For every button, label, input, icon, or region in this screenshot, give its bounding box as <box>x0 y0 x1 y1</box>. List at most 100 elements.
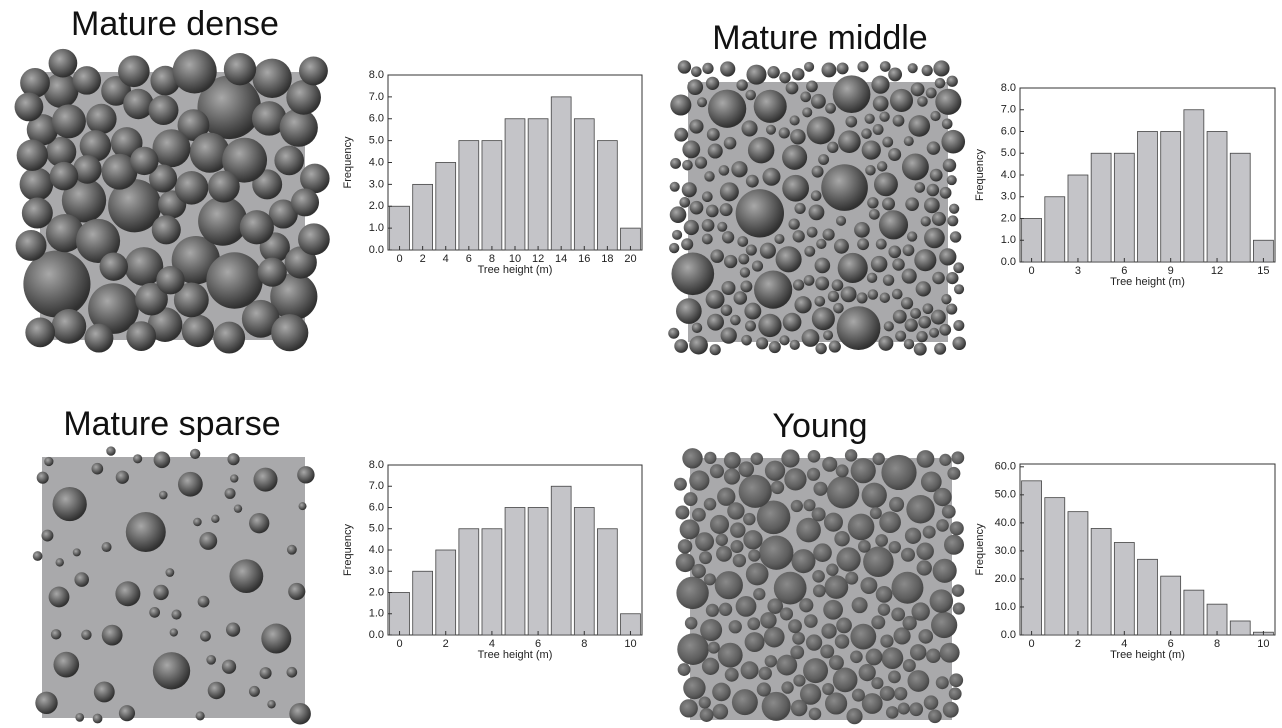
tree-crown <box>727 502 745 520</box>
bar <box>435 549 457 636</box>
tree-crown <box>932 271 945 285</box>
x-tick-label: 2 <box>420 253 426 265</box>
tree-crown <box>84 323 114 353</box>
tree-crown <box>669 181 680 192</box>
tree-crown <box>872 452 885 466</box>
bar <box>1067 174 1089 263</box>
tree-crown <box>703 573 716 586</box>
tree-crown <box>73 155 102 184</box>
bar <box>1113 152 1135 263</box>
tree-crown <box>805 634 823 651</box>
tree-crown <box>914 249 937 272</box>
x-axis-label: Tree height (m) <box>1110 276 1185 288</box>
tree-crown <box>682 140 701 159</box>
tree-crown <box>753 89 787 123</box>
tree-crown <box>761 691 791 721</box>
tree-crown <box>834 634 850 649</box>
tree-crown <box>75 218 121 263</box>
x-tick-label: 9 <box>1168 265 1174 277</box>
tree-crown <box>197 595 210 608</box>
bar <box>458 528 480 636</box>
x-axis-label: Tree height (m) <box>1110 649 1185 661</box>
tree-crown <box>152 129 191 168</box>
tree-crown <box>776 654 798 676</box>
tree-crown <box>867 197 879 209</box>
tree-crown <box>738 253 750 265</box>
tree-crown <box>931 211 946 226</box>
panel: Young 0.0 10.0 20.0 30.0 40.0 50.0 60.0 0 2 4 6 8 10 T… <box>674 407 1276 725</box>
tree-crown <box>284 246 317 279</box>
tree-crown <box>800 91 811 103</box>
tree-crown <box>949 231 962 243</box>
tree-crown <box>739 267 751 278</box>
tree-crown <box>828 340 841 353</box>
tree-crown <box>730 314 741 326</box>
tree-crown <box>115 581 141 607</box>
tree-crown <box>891 607 906 622</box>
y-tick-label: 4.0 <box>1001 169 1016 181</box>
tree-crown <box>781 681 794 694</box>
tree-crown <box>833 238 849 254</box>
tree-crown <box>832 75 871 114</box>
tree-crown <box>274 145 305 176</box>
x-tick-label: 14 <box>555 253 567 265</box>
tree-crown <box>828 655 844 671</box>
tree-crown <box>906 231 918 242</box>
tree-crown <box>723 468 741 485</box>
tree-crown <box>252 58 292 99</box>
tree-crown <box>799 683 822 705</box>
tree-crown <box>767 598 784 614</box>
tree-crown <box>918 629 934 644</box>
tree-crown <box>681 182 697 198</box>
y-tick-label: 5.0 <box>369 135 384 147</box>
y-tick-label: 60.0 <box>995 461 1016 473</box>
tree-crown <box>178 471 203 497</box>
tree-crown <box>931 611 958 639</box>
tree-crown <box>45 214 85 253</box>
tree-crown <box>799 598 814 613</box>
tree-crown <box>108 179 162 233</box>
bar <box>1021 218 1042 263</box>
tree-crown <box>763 626 785 648</box>
tree-crown <box>902 658 916 672</box>
tree-crown <box>740 661 759 680</box>
y-tick-label: 3.0 <box>369 565 384 577</box>
bar <box>1090 152 1112 263</box>
tree-crown <box>754 270 793 309</box>
tree-crown <box>916 542 934 561</box>
tree-crown <box>900 297 914 310</box>
tree-crown <box>714 571 743 600</box>
tree-crown <box>705 76 720 90</box>
tree-crown <box>286 666 298 678</box>
tree-crown <box>891 288 903 300</box>
tree-crown <box>720 327 737 344</box>
tree-crown <box>26 114 59 146</box>
tree-crown <box>935 676 949 690</box>
tree-crown <box>888 67 903 82</box>
bar <box>481 140 503 251</box>
tree-crown <box>928 709 942 724</box>
y-tick-label: 2.0 <box>369 586 384 598</box>
tree-crown <box>717 487 736 506</box>
tree-crown <box>81 629 92 641</box>
tree-crown <box>930 110 941 122</box>
tree-crown <box>745 174 759 188</box>
bar <box>481 528 503 636</box>
tree-crown <box>803 275 815 286</box>
tree-crown <box>198 196 248 246</box>
tree-crown <box>764 460 786 481</box>
tree-crown <box>916 560 932 576</box>
bar <box>1206 131 1228 263</box>
tree-crown <box>792 230 805 243</box>
tree-crown <box>701 191 713 203</box>
bar <box>389 592 410 636</box>
tree-crown <box>933 487 952 507</box>
tree-crown <box>691 322 703 334</box>
tree-crown <box>810 93 826 109</box>
tree-crown <box>253 467 278 492</box>
y-tick-label: 0.0 <box>369 244 384 256</box>
tree-crown <box>74 572 89 587</box>
y-tick-label: 3.0 <box>369 178 384 190</box>
tree-crown <box>834 530 850 547</box>
bar <box>1044 196 1066 263</box>
